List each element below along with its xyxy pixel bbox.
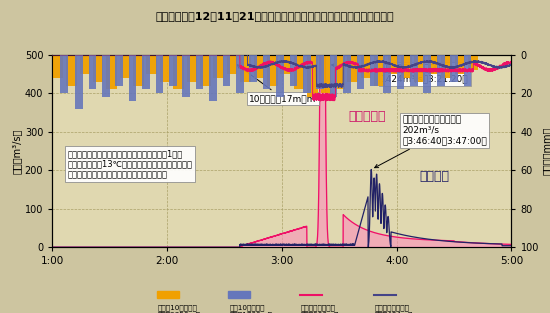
Bar [437,55,444,85]
Bar [356,55,364,90]
Bar [209,55,217,101]
Text: 雨量（岩樋下流）
（標高900m）: 雨量（岩樋下流） （標高900m） [301,304,339,313]
Bar [468,55,478,70]
Bar [160,55,170,82]
Bar [75,55,83,109]
Bar [173,55,184,90]
Bar [183,55,190,97]
Bar [329,55,337,97]
Bar [303,55,311,93]
Bar [428,55,438,74]
Bar [169,55,177,85]
Bar [254,55,264,78]
Bar [93,55,103,82]
Bar [120,55,130,78]
Text: 岩樋下流部：ピーク流量
1424m³/s（3:21:20）: 岩樋下流部：ピーク流量 1424m³/s（3:21:20） [332,64,469,84]
Bar [267,55,278,85]
Y-axis label: 降雨量（mm）: 降雨量（mm） [542,127,550,175]
Bar [454,55,465,74]
Bar [441,55,452,78]
Text: 雨量（大沢川橋）
（標高484m）: 雨量（大沢川橋） （標高484m） [375,304,414,313]
Text: 大沢川橋部：ピーク流量
202m³/s
（3:46:40～3:47:00）: 大沢川橋部：ピーク流量 202m³/s （3:46:40～3:47:00） [375,115,487,168]
Bar [307,55,318,97]
Text: 大沢川橋: 大沢川橋 [420,170,450,183]
Bar [374,55,385,85]
Y-axis label: 流量（m³/s）: 流量（m³/s） [12,128,22,174]
Bar [142,55,150,90]
Bar [334,55,344,90]
Bar [414,55,425,82]
Bar [348,55,358,82]
Bar [276,55,284,97]
Bar [321,55,331,93]
Bar [129,55,136,101]
Bar [464,55,471,85]
Bar [236,55,244,93]
Bar [383,55,391,93]
Bar [102,55,109,97]
Text: 図－１　平成12年11月21日に発生した土石流の流量と雨量の経時変化図: 図－１ 平成12年11月21日に発生した土石流の流量と雨量の経時変化図 [156,11,394,21]
Bar [249,55,257,82]
Bar [294,55,304,90]
Bar [289,55,297,85]
Bar [240,55,251,82]
Bar [89,55,96,90]
Bar [316,55,324,90]
Text: 10分間雨量17m／m: 10分間雨量17m／m [237,65,317,103]
Bar [263,55,271,90]
Bar [156,55,163,93]
Text: 岩樋下流部: 岩樋下流部 [349,110,386,123]
Bar [410,55,418,85]
Bar [196,55,204,90]
Bar [116,55,123,85]
Bar [146,55,157,74]
Bar [361,55,371,78]
Bar [450,55,458,82]
Text: 富士山観測所のデータによると，土石流発生1週間
前まで氷点下－13℃となり，地表が凍結し，表面流
が発生しやすい状態にあったと考えられる。: 富士山観測所のデータによると，土石流発生1週間 前まで氷点下－13℃となり，地表… [68,149,192,179]
Bar [388,55,398,74]
Bar [186,55,197,82]
Bar [60,55,68,93]
Bar [66,55,76,85]
Bar [280,55,291,74]
Bar [213,55,224,78]
Bar [397,55,404,90]
Bar [343,55,351,93]
Bar [401,55,411,78]
Text: 大滝10分間雨量
（標高1700m）: 大滝10分間雨量 （標高1700m） [229,304,272,313]
Bar [200,55,211,85]
Bar [424,55,431,93]
Bar [106,55,117,90]
Bar [370,55,377,85]
Bar [80,55,90,74]
Bar [223,55,230,85]
Bar [133,55,144,85]
Bar [227,55,238,74]
Bar [53,55,63,78]
Text: 御中道10分間雨量
（標高2350m）: 御中道10分間雨量 （標高2350m） [158,304,201,313]
